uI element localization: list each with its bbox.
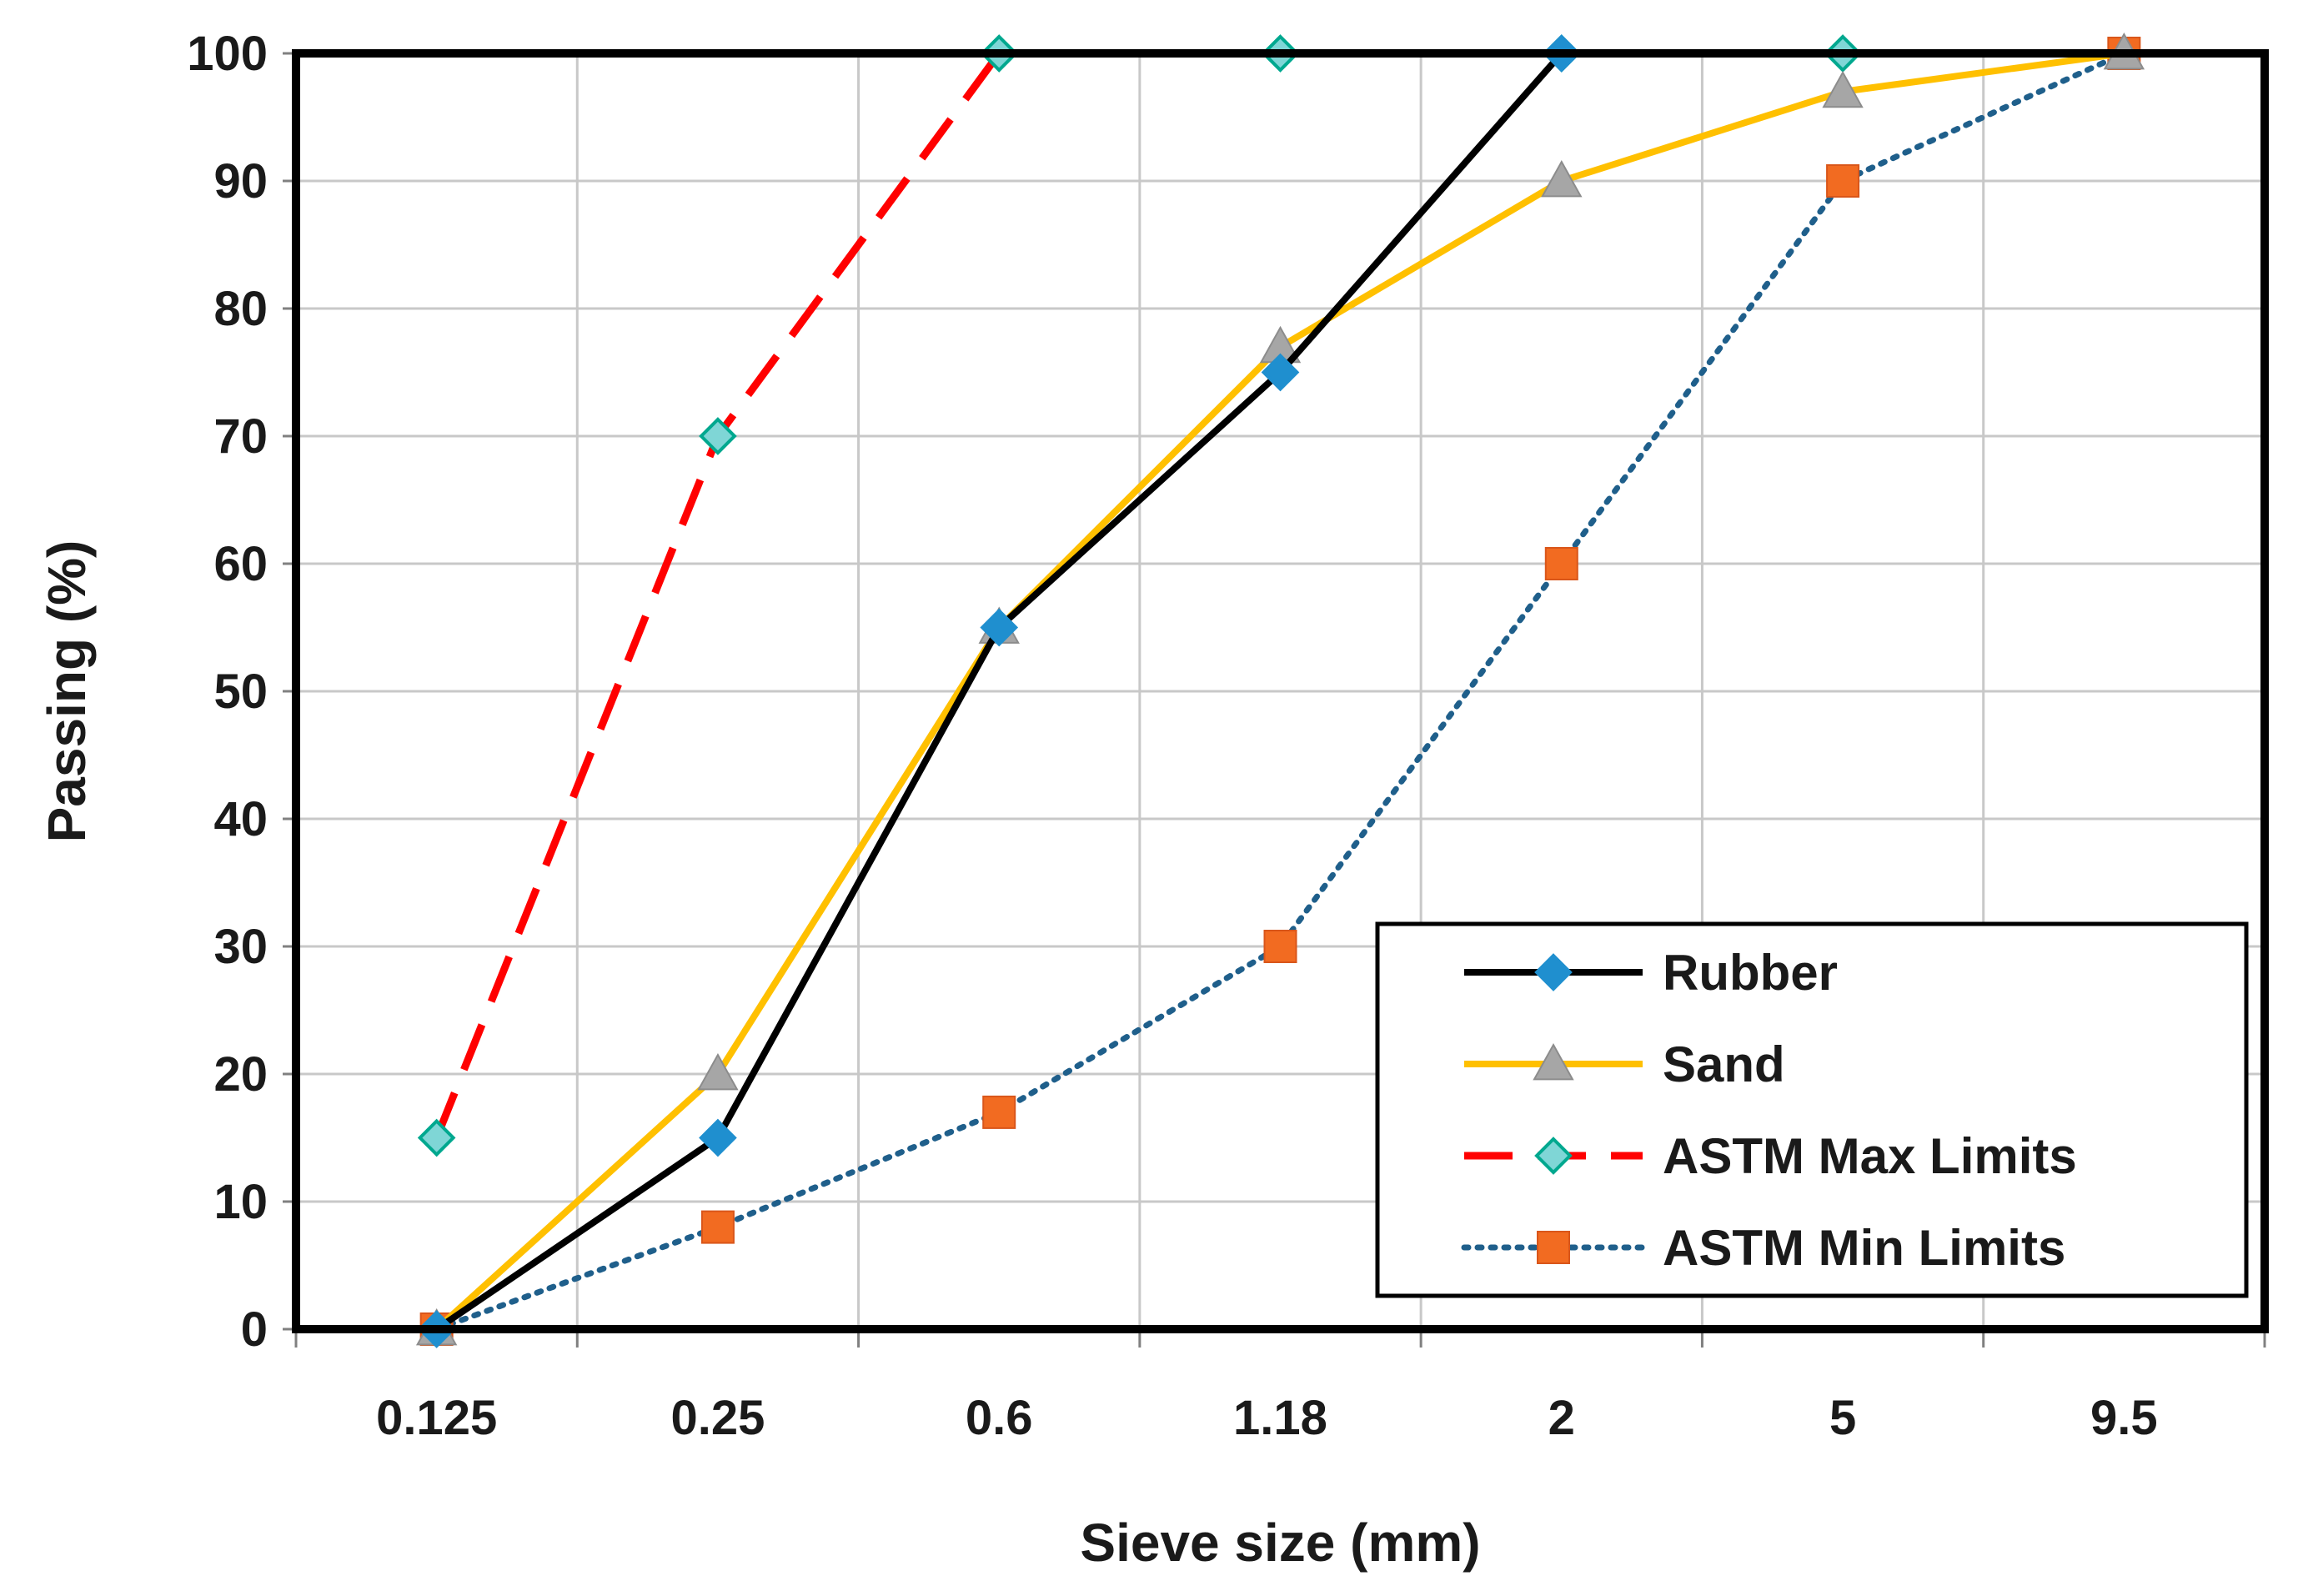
data-point-sand: [1822, 70, 1864, 108]
legend-item-rubber: Rubber: [1464, 945, 1838, 1001]
legend-label: ASTM Min Limits: [1663, 1220, 2065, 1276]
data-point-rubber: [1261, 353, 1300, 392]
y-axis-title: Passing (%): [37, 540, 97, 843]
data-point-astm-max-limits: [699, 417, 737, 455]
plot-frame: [292, 49, 2269, 1333]
x-tick-label: 5: [1829, 1391, 1856, 1445]
legend-marker: [1533, 1042, 1574, 1081]
y-tick-label: 10: [213, 1175, 268, 1229]
x-tick-label: 2: [1548, 1391, 1575, 1445]
data-point-astm-min-limits: [1263, 930, 1297, 963]
x-tick-label: 0.125: [376, 1391, 497, 1445]
plot-border: [292, 49, 2269, 1333]
x-tick-label: 0.6: [966, 1391, 1033, 1445]
tick-labels: 0 10 20 30 40 50 60 70 80 90 100 0.125 0.25 0.6 1.18 2 5…: [187, 27, 2266, 1445]
data-point-astm-min-limits: [1826, 164, 1860, 198]
legend-box: [1375, 921, 2249, 1298]
data-point-rubber: [980, 608, 1019, 647]
data-point-sand: [697, 1052, 739, 1091]
data-point-sand: [1541, 159, 1583, 198]
y-tick-label: 80: [213, 282, 268, 336]
x-tick-label: 1.18: [1233, 1391, 1327, 1445]
legend-item-astm-min-limits: ASTM Min Limits: [1461, 1220, 2065, 1276]
data-point-astm-min-limits: [700, 1210, 735, 1244]
y-tick-label: 50: [213, 665, 268, 719]
series-rubber: [417, 34, 1581, 1348]
y-tick-label: 100: [187, 27, 268, 81]
data-point-astm-min-limits: [1544, 547, 1578, 580]
y-tick-label: 0: [241, 1302, 268, 1357]
data-point-astm-min-limits: [982, 1095, 1016, 1129]
x-tick-label: 0.25: [670, 1391, 765, 1445]
y-tick-label: 60: [213, 537, 268, 591]
legend-marker: [1537, 1231, 1570, 1264]
data-point-astm-max-limits: [417, 1118, 456, 1157]
y-tick-label: 20: [213, 1047, 268, 1102]
legend-item-sand: Sand: [1464, 1036, 1785, 1092]
legend-marker: [1534, 953, 1573, 991]
legend-item-astm-max-limits: ASTM Max Limits: [1464, 1128, 2077, 1184]
data-point-rubber: [699, 1118, 737, 1157]
y-tick-label: 40: [213, 792, 268, 846]
x-tick-label: 9.5: [2090, 1391, 2158, 1445]
legend-label: Rubber: [1663, 945, 1838, 1001]
legend-label: ASTM Max Limits: [1663, 1128, 2077, 1184]
y-tick-label: 70: [213, 409, 268, 464]
y-tick-label: 30: [213, 920, 268, 974]
legend: Rubber Sand ASTM Max Limits ASTM Min Limits: [1375, 921, 2249, 1298]
legend-marker: [1534, 1137, 1573, 1175]
y-tick-label: 90: [213, 154, 268, 208]
legend-label: Sand: [1663, 1036, 1785, 1092]
x-axis-title: Sieve size (mm): [1080, 1513, 1480, 1573]
